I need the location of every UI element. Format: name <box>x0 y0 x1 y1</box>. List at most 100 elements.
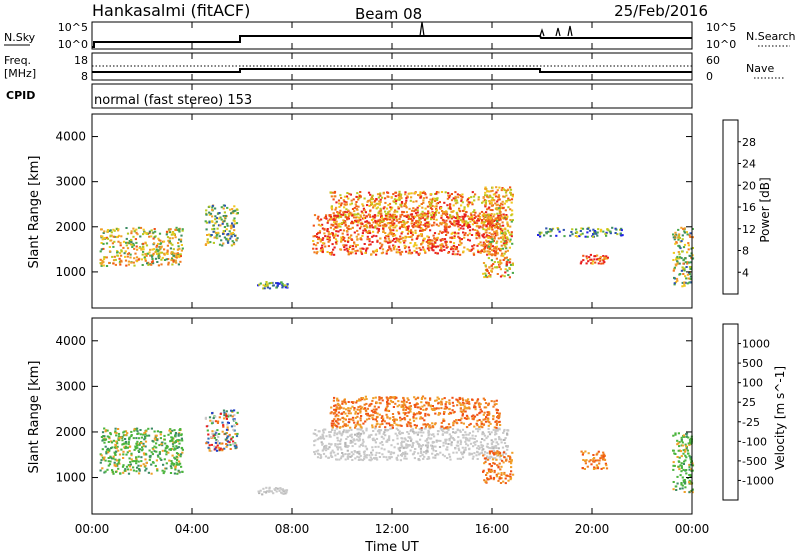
echo-cell <box>423 218 426 221</box>
echo-cell <box>474 402 477 405</box>
echo-cell <box>326 251 329 253</box>
echo-cell <box>471 457 474 460</box>
echo-cell <box>385 440 388 443</box>
echo-cell <box>485 437 488 440</box>
echo-cell <box>135 462 138 465</box>
echo-cell <box>210 436 213 439</box>
echo-cell <box>424 425 428 428</box>
echo-cell <box>459 243 462 246</box>
echo-cell <box>334 195 337 198</box>
echo-cell <box>460 200 463 202</box>
echo-cell <box>350 234 353 237</box>
echo-cell <box>208 213 211 216</box>
echo-cell <box>140 442 143 444</box>
echo-cell <box>674 433 677 436</box>
echo-cell <box>483 236 486 239</box>
echo-cell <box>432 215 436 218</box>
echo-cell <box>236 423 239 426</box>
echo-cell <box>620 229 623 232</box>
echo-cell <box>505 263 508 266</box>
echo-cell <box>122 453 125 456</box>
echo-cell <box>179 462 182 465</box>
echo-cell <box>171 237 174 240</box>
echo-cell <box>482 432 485 435</box>
echo-cell <box>114 458 117 461</box>
echo-cell <box>463 222 466 225</box>
echo-cell <box>501 235 504 238</box>
echo-cell <box>498 462 501 465</box>
echo-cell <box>449 426 452 429</box>
echo-cell <box>483 218 486 220</box>
echo-cell <box>408 402 411 405</box>
echo-cell <box>334 217 337 220</box>
echo-cell <box>674 234 677 237</box>
echo-cell <box>138 469 141 472</box>
echo-cell <box>233 419 236 422</box>
echo-cell <box>401 210 404 213</box>
echo-cell <box>123 430 126 433</box>
echo-cell <box>441 453 445 456</box>
echo-cell <box>382 192 385 195</box>
echo-cell <box>507 274 510 276</box>
echo-cell <box>353 450 356 452</box>
echo-cell <box>597 228 600 231</box>
echo-cell <box>404 191 407 194</box>
echo-cell <box>230 227 233 230</box>
echo-cell <box>487 468 490 471</box>
echo-cell <box>445 230 448 233</box>
echo-cell <box>353 210 356 213</box>
echo-cell <box>459 227 462 230</box>
echo-cell <box>420 227 423 230</box>
echo-cell <box>105 450 108 453</box>
echo-cell <box>164 442 167 445</box>
echo-cell <box>592 460 595 463</box>
echo-cell <box>479 425 482 428</box>
echo-cell <box>168 229 171 232</box>
echo-cell <box>318 230 322 233</box>
echo-cell <box>122 464 125 467</box>
echo-cell <box>108 436 111 439</box>
echo-cell <box>381 248 385 251</box>
echo-cell <box>456 253 459 256</box>
echo-cell <box>690 489 693 492</box>
echo-cell <box>395 396 398 399</box>
echo-cell <box>181 228 184 231</box>
echo-cell <box>332 248 335 251</box>
echo-cell <box>421 405 424 408</box>
echo-cell <box>588 256 591 259</box>
echo-cell <box>436 252 439 255</box>
echo-cell <box>456 429 459 432</box>
echo-cell <box>481 432 484 435</box>
echo-cell <box>211 215 214 218</box>
echo-cell <box>462 422 465 425</box>
echo-cell <box>470 453 473 456</box>
echo-cell <box>321 244 324 247</box>
echo-cell <box>672 461 675 464</box>
echo-cell <box>334 226 337 229</box>
echo-cell <box>419 407 422 410</box>
echo-cell <box>364 420 367 423</box>
echo-cell <box>581 467 584 470</box>
echo-cell <box>461 221 464 224</box>
echo-cell <box>429 193 432 196</box>
echo-cell <box>374 249 377 252</box>
echo-cell <box>431 239 434 242</box>
echo-cell <box>399 424 402 427</box>
echo-cell <box>116 250 119 253</box>
echo-cell <box>388 222 391 225</box>
echo-cell <box>333 253 336 256</box>
echo-cell <box>114 454 117 456</box>
echo-cell <box>415 222 418 225</box>
echo-cell <box>488 206 491 209</box>
echo-cell <box>329 226 332 229</box>
echo-cell <box>356 216 359 219</box>
echo-cell <box>672 464 675 467</box>
echo-cell <box>404 455 407 458</box>
echo-cell <box>174 440 177 443</box>
echo-cell <box>356 224 359 227</box>
echo-cell <box>116 228 119 230</box>
echo-cell <box>478 404 481 407</box>
echo-cell <box>399 459 402 462</box>
echo-cell <box>412 207 415 210</box>
echo-cell <box>349 439 352 442</box>
